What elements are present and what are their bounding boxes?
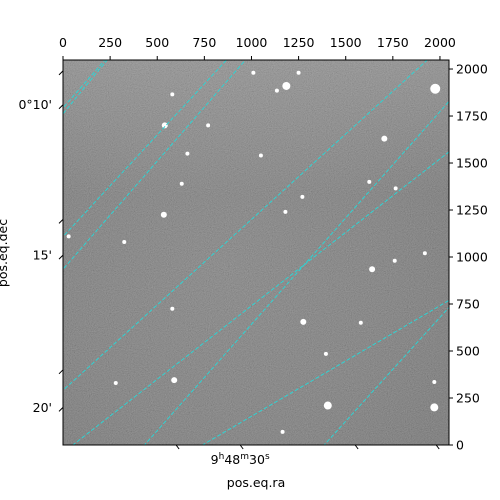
dec-tick-mark — [58, 104, 64, 110]
ra-unit-superscript: m — [240, 452, 249, 462]
grid-line — [323, 306, 449, 445]
star — [113, 380, 118, 385]
ra-tick-label: 9h48m30s — [211, 452, 270, 467]
star — [422, 251, 427, 256]
star — [300, 194, 305, 199]
star — [274, 88, 279, 93]
star — [206, 123, 211, 128]
ra-unit-superscript: h — [219, 452, 225, 462]
y-tick-label: 250 — [456, 391, 480, 406]
x-axis-label: pos.eq.ra — [227, 475, 285, 490]
grid-line — [201, 299, 449, 445]
plot-frame — [62, 59, 450, 446]
x-tick-label: 750 — [192, 35, 216, 50]
x-tick-label: 1500 — [330, 35, 362, 50]
star — [381, 135, 388, 142]
star — [185, 151, 190, 156]
star — [300, 318, 307, 325]
star — [392, 258, 397, 263]
dec-minor-tick — [58, 369, 64, 375]
x-ticks-top: 0 250 500 750 1000 1250 1500 1750 2000 — [59, 35, 456, 60]
dec-minor-tick — [58, 70, 64, 76]
x-tick-label: 2000 — [424, 35, 456, 50]
star-field — [66, 70, 441, 434]
x-tick-label: 250 — [98, 35, 122, 50]
star — [122, 239, 127, 244]
grid-line — [63, 60, 247, 270]
star — [251, 70, 256, 75]
dec-minor-tick — [58, 219, 64, 224]
dec-ticks-left: 0°10' 15' 20' — [18, 70, 64, 415]
y-tick-label: 2000 — [456, 62, 488, 77]
dec-tick-label: 15' — [33, 248, 52, 263]
ra-minor-tick — [354, 444, 359, 450]
star — [367, 179, 372, 184]
star — [170, 92, 175, 97]
image-noise — [63, 60, 449, 445]
x-tick-label: 500 — [145, 35, 169, 50]
y-tick-label: 1000 — [456, 250, 488, 265]
star — [369, 266, 376, 273]
star — [66, 234, 71, 239]
ra-unit-superscript: s — [265, 452, 270, 462]
star — [430, 403, 439, 412]
dec-tick-label: 0°10' — [18, 97, 52, 112]
y-tick-label: 1250 — [456, 203, 488, 218]
ra-value-part: 48 — [224, 452, 240, 467]
y-axis-label: pos.eq.dec — [0, 219, 10, 287]
star — [393, 186, 398, 191]
star — [432, 380, 437, 385]
star — [160, 211, 167, 218]
grid-line — [63, 60, 228, 238]
dec-tick-label: 20' — [33, 400, 52, 415]
ra-minor-tick — [175, 444, 180, 450]
dec-tick-mark — [58, 407, 64, 412]
star — [258, 153, 263, 158]
x-tick-label: 1750 — [377, 35, 409, 50]
x-tick-label: 1250 — [283, 35, 315, 50]
y-tick-label: 0 — [456, 438, 464, 453]
star — [280, 429, 285, 434]
y-tick-label: 1500 — [456, 156, 488, 171]
ra-minor-tick — [435, 444, 440, 450]
ra-tick-mark — [239, 444, 244, 450]
dec-tick-mark — [58, 254, 64, 260]
ra-value-part: 9 — [211, 452, 219, 467]
grid-line — [63, 60, 429, 391]
grid-line — [63, 60, 108, 115]
star — [430, 83, 441, 94]
star — [170, 306, 175, 311]
y-ticks-right: 0 250 500 750 1000 1250 1500 1750 2000 — [449, 62, 488, 453]
star — [283, 209, 288, 214]
sky-image — [63, 60, 449, 445]
ra-value-part: 30 — [249, 452, 265, 467]
star — [161, 122, 168, 129]
y-tick-label: 750 — [456, 297, 480, 312]
grid-line — [72, 151, 449, 445]
coordinate-grid — [63, 60, 449, 445]
y-tick-label: 1750 — [456, 109, 488, 124]
star — [358, 320, 363, 325]
star — [296, 70, 301, 75]
star — [323, 351, 328, 356]
y-tick-label: 500 — [456, 344, 480, 359]
ra-ticks-bottom: 9h48m30s — [175, 444, 440, 467]
star — [179, 181, 184, 186]
star — [171, 377, 178, 384]
x-tick-label: 0 — [59, 35, 67, 50]
x-tick-label: 1000 — [236, 35, 268, 50]
star — [282, 81, 291, 90]
star — [323, 401, 332, 410]
